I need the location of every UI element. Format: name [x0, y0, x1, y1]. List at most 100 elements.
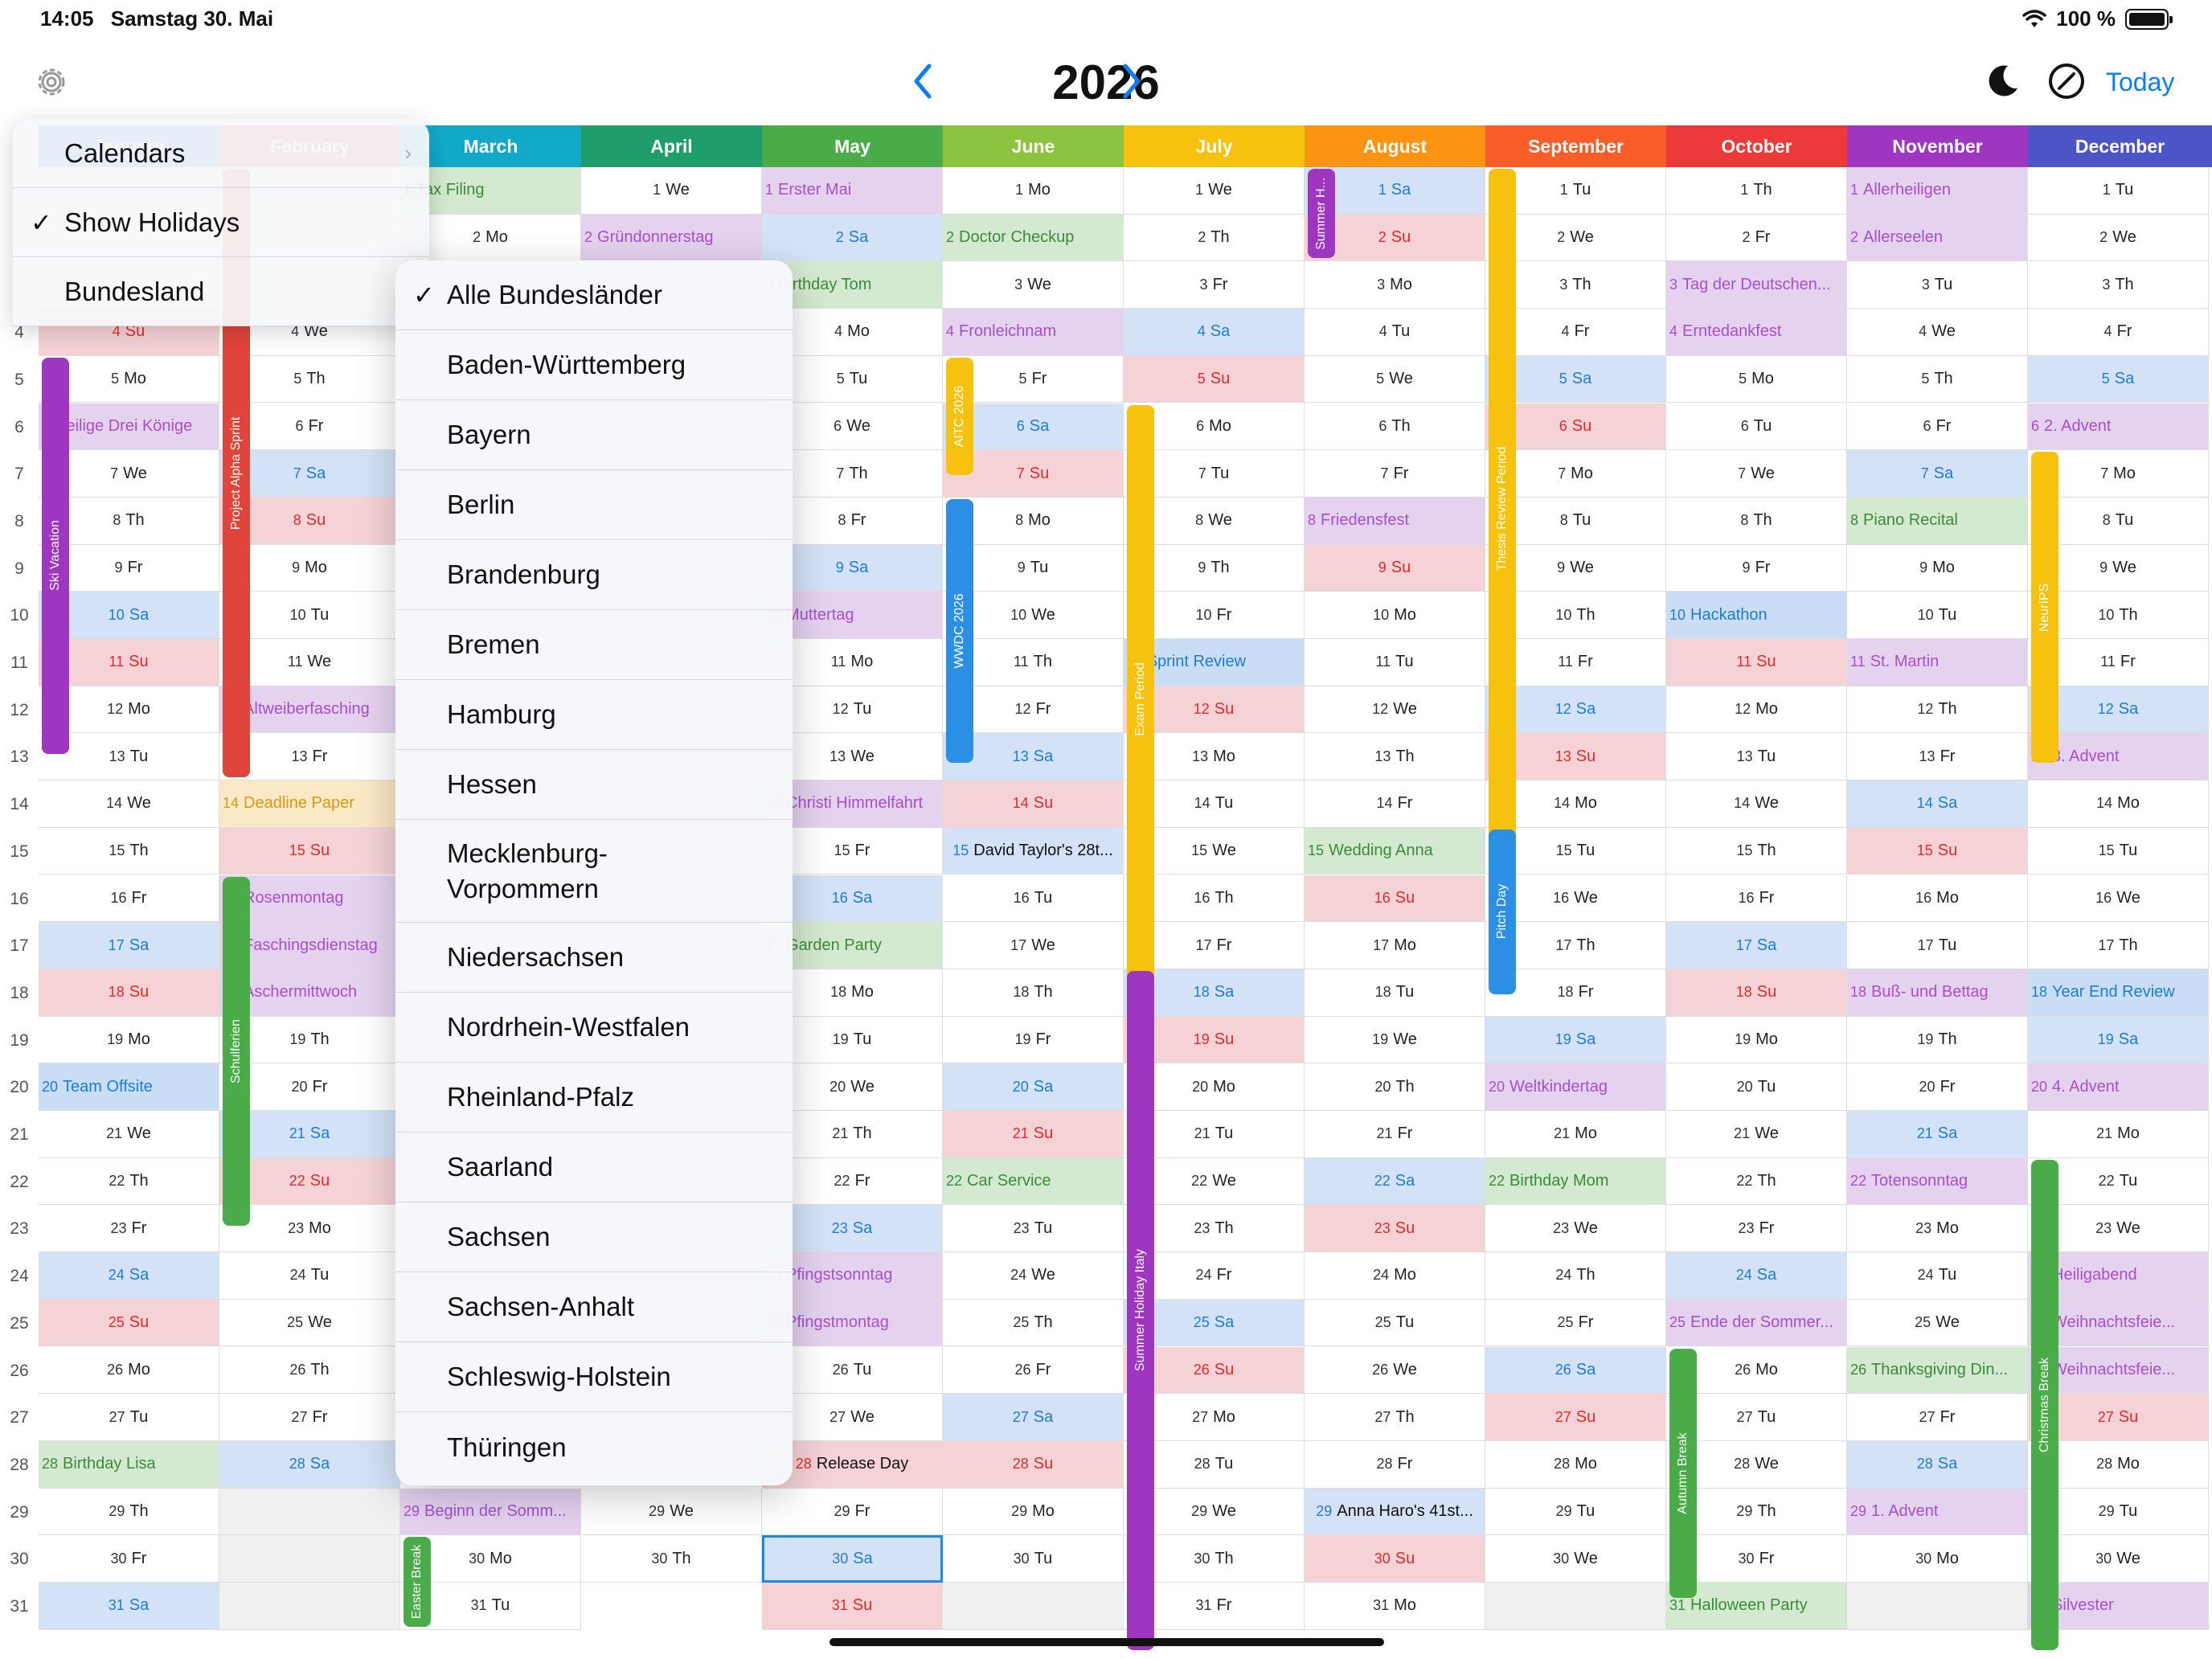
- bundesland-option[interactable]: Bayern: [395, 400, 793, 470]
- day-cell[interactable]: 28 We: [1666, 1440, 1847, 1489]
- day-cell[interactable]: 19 Sa: [2028, 1016, 2209, 1064]
- day-cell[interactable]: 14 Tu: [1124, 780, 1305, 828]
- event-span-bar[interactable]: Autumn Break: [1669, 1348, 1697, 1599]
- day-cell[interactable]: 30 Tu: [943, 1535, 1124, 1583]
- day-cell[interactable]: 29 Th: [39, 1488, 219, 1536]
- day-cell[interactable]: 22 Th: [39, 1157, 219, 1206]
- day-cell[interactable]: 27 Tu: [39, 1394, 219, 1441]
- bundesland-option[interactable]: Nordrhein-Westfalen: [395, 993, 793, 1063]
- day-cell[interactable]: 12 Tu: [762, 686, 943, 734]
- day-cell[interactable]: 15 Su: [219, 827, 400, 875]
- day-cell[interactable]: 23 Tu: [943, 1205, 1124, 1253]
- day-cell[interactable]: 6 Fr: [1847, 403, 2028, 451]
- day-cell[interactable]: 18 Mo: [762, 969, 943, 1017]
- day-cell[interactable]: 8 Fr: [762, 497, 943, 545]
- day-cell[interactable]: 12 Mo: [1666, 686, 1847, 734]
- day-cell[interactable]: 15 We: [1124, 827, 1305, 875]
- day-cell[interactable]: 17 Th: [1485, 922, 1666, 969]
- day-cell[interactable]: 5 Th: [1847, 355, 2028, 403]
- day-cell[interactable]: 15 Su: [1847, 827, 2028, 875]
- menu-item-calendars[interactable]: Calendars ›: [13, 119, 429, 188]
- day-cell[interactable]: 31 Fr: [1124, 1583, 1305, 1630]
- day-cell[interactable]: 2 Doctor Checkup: [943, 214, 1124, 262]
- day-cell[interactable]: 2 Sa: [762, 214, 943, 262]
- day-cell[interactable]: 11 Fr: [1485, 639, 1666, 686]
- day-cell[interactable]: 13 Tu: [39, 733, 219, 781]
- month-header[interactable]: September: [1485, 125, 1666, 167]
- day-cell[interactable]: 19 Sa: [1485, 1016, 1666, 1064]
- month-header[interactable]: June: [943, 125, 1124, 167]
- day-cell[interactable]: 18 Th: [943, 969, 1124, 1017]
- day-cell[interactable]: 11 Mo: [762, 639, 943, 686]
- day-cell[interactable]: 13 We: [762, 733, 943, 781]
- day-cell[interactable]: 17 Tu: [1847, 922, 2028, 969]
- day-cell[interactable]: 29 We: [1124, 1488, 1305, 1536]
- day-cell[interactable]: 9 Su: [1305, 544, 1485, 592]
- day-cell[interactable]: 9 Fr: [39, 544, 219, 592]
- bundesland-option[interactable]: Baden-Württemberg: [395, 330, 793, 400]
- day-cell[interactable]: 16 Fr: [39, 875, 219, 923]
- day-cell[interactable]: 14 Mo: [1485, 780, 1666, 828]
- day-cell[interactable]: 16 Tu: [943, 875, 1124, 923]
- day-cell[interactable]: 28 Mo: [1485, 1440, 1666, 1489]
- day-cell[interactable]: 17 Sa: [39, 922, 219, 969]
- day-cell[interactable]: 20 4. Advent: [2028, 1063, 2209, 1111]
- day-cell[interactable]: 30 Su: [1305, 1535, 1485, 1583]
- day-cell[interactable]: 14 Su: [943, 780, 1124, 828]
- day-cell[interactable]: 27 Fr: [1847, 1394, 2028, 1441]
- day-cell[interactable]: 13 Fr: [1847, 733, 2028, 781]
- event-span-bar[interactable]: Schulferien: [223, 876, 250, 1226]
- day-cell[interactable]: 3 Fr: [1124, 261, 1305, 309]
- day-cell[interactable]: 1Tax Filing: [400, 167, 581, 215]
- day-cell[interactable]: 24 Mo: [1305, 1252, 1485, 1300]
- day-cell[interactable]: 8 Tu: [2028, 497, 2209, 545]
- day-cell[interactable]: 22 Car Service: [943, 1157, 1124, 1206]
- day-cell[interactable]: 22 We: [1124, 1157, 1305, 1206]
- day-cell[interactable]: 18 Su: [1666, 969, 1847, 1017]
- day-cell[interactable]: 25 Th: [943, 1299, 1124, 1347]
- day-cell[interactable]: 26 Th: [219, 1346, 400, 1395]
- day-cell[interactable]: 4 Tu: [1305, 309, 1485, 356]
- day-cell[interactable]: 21 Fr: [1305, 1111, 1485, 1158]
- day-cell[interactable]: 19 Fr: [943, 1016, 1124, 1064]
- day-cell[interactable]: 24 Fr: [1124, 1252, 1305, 1300]
- day-cell[interactable]: 31 Mo: [1305, 1583, 1485, 1630]
- bundesland-option[interactable]: Bremen: [395, 610, 793, 680]
- day-cell[interactable]: 16 Fr: [1666, 875, 1847, 923]
- day-cell[interactable]: 1 We: [1124, 167, 1305, 215]
- day-cell[interactable]: 7 Tu: [1124, 450, 1305, 498]
- day-cell[interactable]: 10 Tu: [1847, 592, 2028, 639]
- day-cell[interactable]: 6 2. Advent: [2028, 403, 2209, 451]
- day-cell[interactable]: 28 Birthday Lisa: [39, 1440, 219, 1489]
- day-cell[interactable]: 5 Mo: [1666, 355, 1847, 403]
- day-cell[interactable]: 8 Th: [1666, 497, 1847, 545]
- day-cell[interactable]: 7 Sa: [1847, 450, 2028, 498]
- day-cell[interactable]: 24 We: [943, 1252, 1124, 1300]
- day-cell[interactable]: 2 Fr: [1666, 214, 1847, 262]
- day-cell[interactable]: 18 Year End Review: [2028, 969, 2209, 1017]
- day-cell[interactable]: 31 Halloween Party: [1666, 1583, 1847, 1630]
- day-cell[interactable]: 30 We: [2028, 1535, 2209, 1583]
- day-cell[interactable]: 30 Mo: [1847, 1535, 2028, 1583]
- day-cell[interactable]: 4 Erntedankfest: [1666, 309, 1847, 356]
- day-cell[interactable]: 27 Mo: [1124, 1394, 1305, 1441]
- day-cell[interactable]: 20 Mo: [1124, 1063, 1305, 1111]
- day-cell[interactable]: 9 We: [2028, 544, 2209, 592]
- event-span-bar[interactable]: Ski Vacation: [42, 357, 69, 754]
- day-cell[interactable]: 20 Tu: [1666, 1063, 1847, 1111]
- day-cell[interactable]: 23 Mo: [1847, 1205, 2028, 1253]
- day-cell[interactable]: 12 Th: [1847, 686, 2028, 734]
- day-cell[interactable]: 8 Piano Recital: [1847, 497, 2028, 545]
- bundesland-option[interactable]: Niedersachsen: [395, 923, 793, 993]
- day-cell[interactable]: 15 Tu: [2028, 827, 2209, 875]
- day-cell[interactable]: 7 Th: [762, 450, 943, 498]
- day-cell[interactable]: 1 Th: [1666, 167, 1847, 215]
- day-cell[interactable]: 21 We: [1666, 1111, 1847, 1158]
- day-cell[interactable]: 30 Th: [1124, 1535, 1305, 1583]
- event-span-bar[interactable]: Summer Holiday Italy: [1127, 970, 1154, 1651]
- day-cell[interactable]: 27 Sa: [943, 1394, 1124, 1441]
- month-header[interactable]: July: [1124, 125, 1305, 167]
- day-cell[interactable]: 21 Tu: [1124, 1111, 1305, 1158]
- day-cell[interactable]: 4 Sa: [1124, 309, 1305, 356]
- day-cell[interactable]: 16 Th: [1124, 875, 1305, 923]
